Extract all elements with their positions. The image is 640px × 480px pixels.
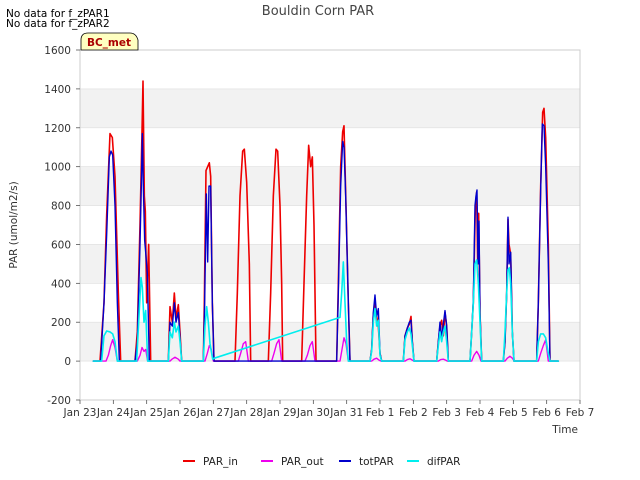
y-tick-label: 400 [51, 278, 71, 290]
legend-label-par-out: PAR_out [281, 456, 324, 468]
grid-band [80, 283, 580, 323]
legend-label-par-in: PAR_in [203, 456, 238, 468]
y-tick-label: 600 [51, 239, 71, 251]
y-tick-label: 1000 [44, 162, 71, 174]
grid-band [80, 361, 580, 400]
no-data-note-2: No data for f_zPAR2 [6, 18, 110, 30]
bc-met-badge-label: BC_met [87, 37, 131, 49]
x-tick-label: Jan 25 [129, 407, 163, 419]
x-axis-label: Time [551, 424, 578, 436]
y-tick-label: 0 [64, 356, 71, 368]
x-tick-label: Jan 24 [96, 407, 130, 419]
chart-title: Bouldin Corn PAR [262, 4, 374, 19]
legend: PAR_in PAR_out totPAR difPAR [183, 456, 460, 468]
no-data-note-1: No data for f_zPAR1 [6, 8, 110, 20]
y-tick-label: 1200 [44, 123, 71, 135]
grid-band [80, 50, 580, 89]
y-axis-label: PAR (umol/m2/s) [8, 181, 20, 268]
x-tick-label: Feb 5 [499, 407, 528, 419]
y-tick-label: 1600 [44, 45, 71, 57]
grid-band [80, 88, 580, 128]
y-tick-label: -200 [47, 395, 71, 407]
y-tick-label: 200 [51, 317, 71, 329]
grid-band [80, 322, 580, 362]
bc-met-badge: BC_met [80, 32, 139, 51]
x-tick-label: Jan 31 [329, 407, 363, 419]
x-tick-label: Jan 30 [296, 407, 330, 419]
x-tick-label: Feb 4 [466, 407, 495, 419]
y-tick-label: 800 [51, 201, 71, 213]
x-tick-label: Feb 6 [532, 407, 561, 419]
plot-frame [79, 49, 581, 401]
legend-label-difpar: difPAR [427, 456, 460, 468]
grid-band [80, 166, 580, 206]
grid-band [80, 244, 580, 284]
grid-band [80, 205, 580, 245]
x-tick-label: Jan 23 [63, 407, 97, 419]
x-tick-label: Jan 27 [196, 407, 230, 419]
series-line-difpar [92, 259, 560, 362]
grid-band [80, 127, 580, 167]
x-tick-label: Jan 26 [163, 407, 197, 419]
legend-label-totpar: totPAR [359, 456, 394, 468]
x-tick-label: Feb 2 [399, 407, 428, 419]
x-tick-label: Feb 7 [566, 407, 595, 419]
x-tick-label: Jan 28 [229, 407, 263, 419]
x-tick-label: Jan 29 [263, 407, 297, 419]
x-tick-label: Feb 1 [366, 407, 395, 419]
x-tick-label: Feb 3 [432, 407, 461, 419]
y-tick-label: 1400 [44, 84, 71, 96]
